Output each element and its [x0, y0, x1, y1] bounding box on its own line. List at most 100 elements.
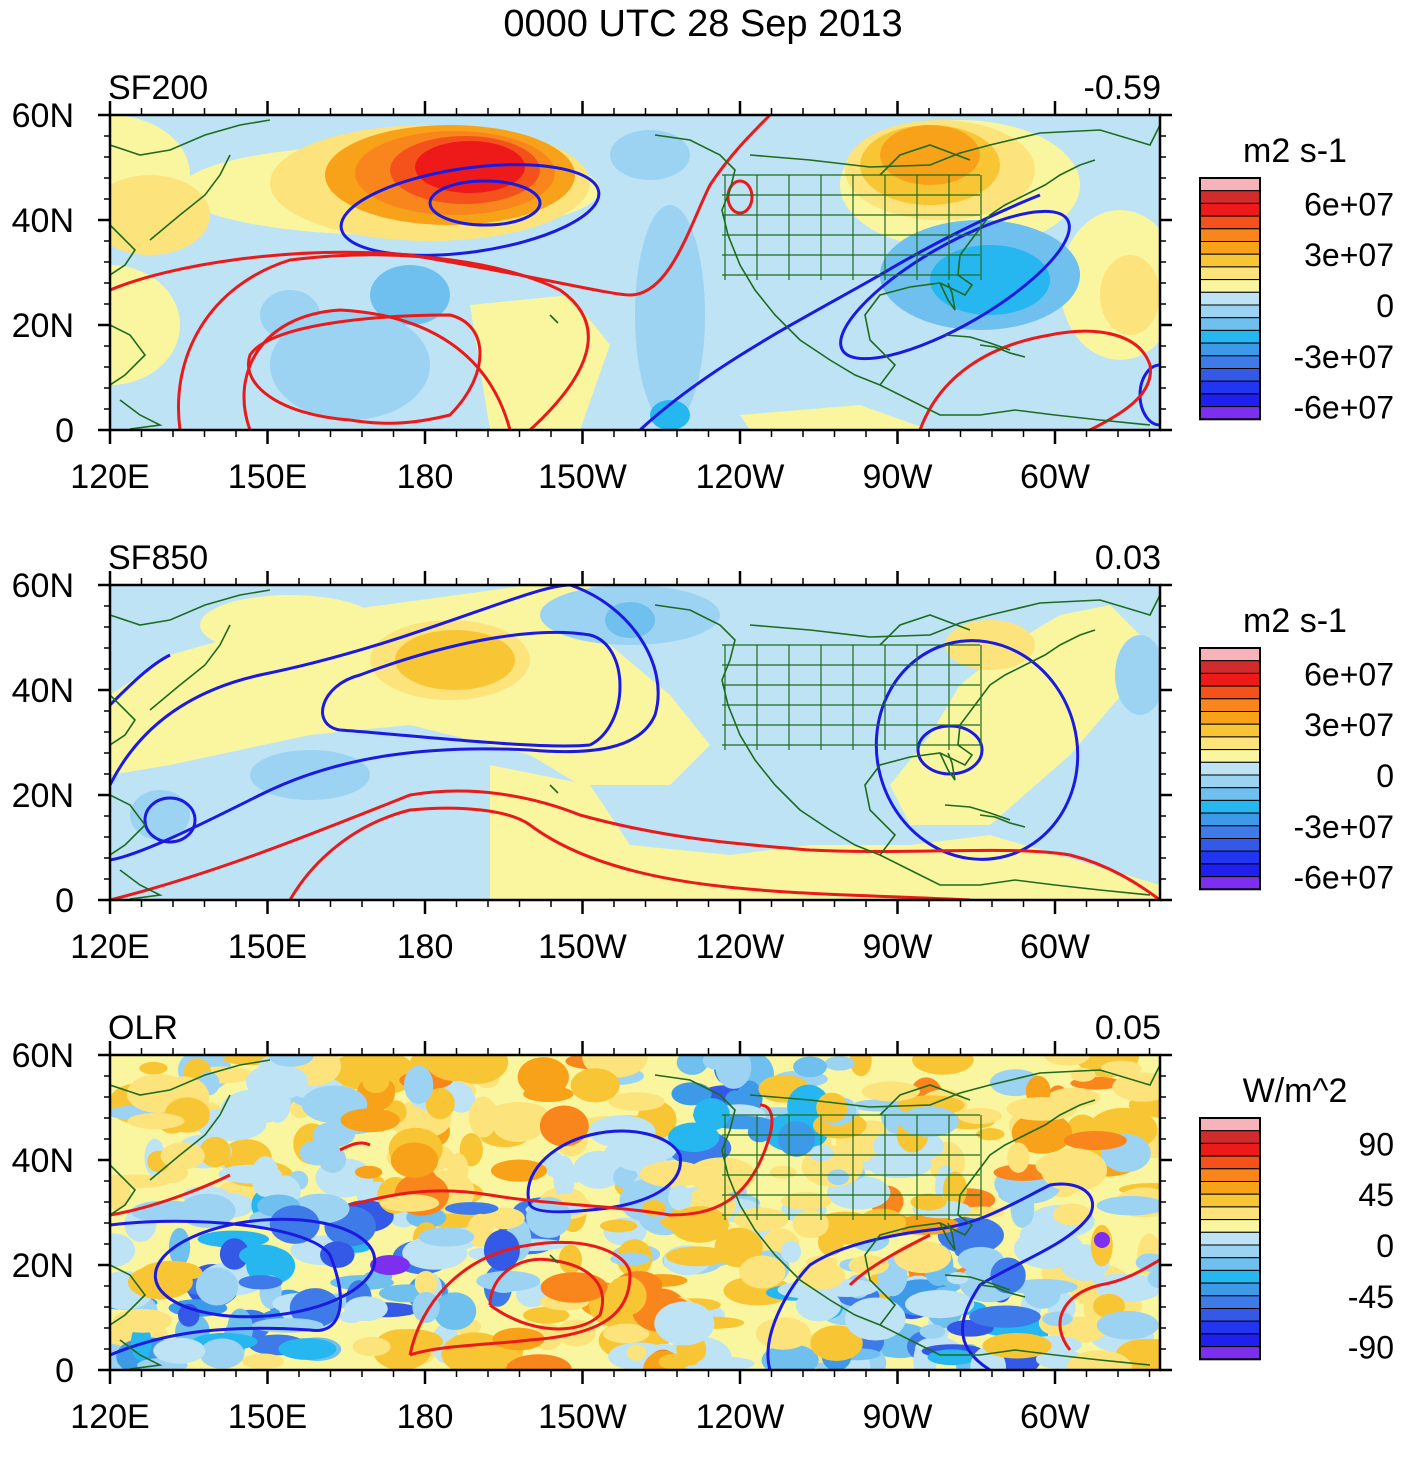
colorbar-swatch: [1199, 202, 1261, 217]
field-cell: [1040, 1148, 1108, 1192]
colorbar-swatch: [1199, 660, 1261, 674]
field-cell: [390, 1142, 439, 1178]
field-cell: [769, 1165, 797, 1179]
field-cell: [219, 1238, 250, 1270]
panel-sf200: SF200 -0.59 120E 150E 180 150W 120W 90W 60W 60N…: [0, 60, 1406, 530]
colorbar-swatch: [1199, 1320, 1261, 1335]
colorbar-swatch: [1199, 291, 1261, 306]
field-cell: [130, 1200, 203, 1223]
colorbar-swatch: [1199, 1117, 1261, 1132]
panel-variable-label: OLR: [108, 1009, 178, 1047]
colorbar-swatch: [1199, 355, 1261, 370]
coastline: [110, 794, 147, 856]
field-cell: [654, 1301, 715, 1346]
panel-olr: OLR 0.05 120E 150E 180 150W 120W 90W 60W 60N 40N…: [0, 1000, 1406, 1470]
coastline: [149, 1094, 231, 1181]
coastline: [879, 384, 1151, 426]
coastline: [549, 314, 559, 324]
field-cell: [693, 1098, 730, 1131]
colorbar-unit: W/m^2: [1243, 1072, 1348, 1110]
colorbar-label: 6e+07: [1304, 656, 1394, 692]
y-tick-label: 60N: [12, 1037, 74, 1075]
colorbar: m2 s-1 6e+07 3e+07 0 -3e+07 -6e+07: [1199, 602, 1394, 896]
colorbar-swatch: [1199, 1231, 1261, 1246]
colorbar-swatch: [1199, 761, 1261, 776]
contour-line: [288, 806, 971, 900]
field-cell: [450, 1345, 520, 1370]
colorbar-swatch: [1199, 1130, 1261, 1144]
field-negative: [610, 130, 690, 180]
panel-sf850: SF850 0.03 120E 150E 180 150W 120W 90W 60W 60N 4…: [0, 530, 1406, 1000]
field-cell: [352, 1336, 391, 1357]
contour-line: [339, 1141, 371, 1152]
coastline: [119, 399, 163, 430]
y-tick-label: 60N: [12, 97, 74, 135]
coastline: [549, 1254, 559, 1264]
field-cell: [570, 1068, 620, 1103]
field-cell: [957, 1107, 1002, 1125]
field-cell: [604, 1141, 655, 1161]
colorbar-label: -3e+07: [1293, 339, 1394, 375]
x-tick-label: 60W: [1020, 1398, 1090, 1436]
contour-line: [526, 1129, 682, 1214]
colorbar-swatch: [1199, 317, 1261, 331]
field-negative: [635, 205, 705, 425]
field-cell: [733, 1207, 789, 1232]
x-tick-label: 180: [397, 458, 454, 496]
colorbar-label: -6e+07: [1293, 390, 1394, 426]
coastline: [944, 334, 1011, 351]
colorbar-swatch: [1199, 1168, 1261, 1183]
colorbar-swatch: [1199, 749, 1261, 763]
coastline: [149, 154, 231, 241]
coastline: [119, 869, 163, 900]
field-negative: [1115, 635, 1160, 715]
contour-line: [408, 1240, 632, 1357]
coastline: [149, 624, 231, 711]
field-cell: [668, 1185, 693, 1211]
map-field: [110, 1055, 1160, 1370]
contour-line: [918, 329, 1152, 430]
field-cell: [947, 1271, 969, 1285]
colorbar-swatch: [1199, 838, 1261, 852]
colorbar-swatch: [1199, 1346, 1261, 1360]
field-positive: [945, 620, 1035, 670]
coastline: [879, 854, 1151, 896]
field-cell: [1101, 1060, 1142, 1077]
contour-line: [428, 179, 542, 227]
coastline: [944, 804, 1011, 821]
colorbar-swatch: [1199, 342, 1261, 357]
field-cell: [268, 1055, 314, 1067]
field-cell: [245, 1064, 309, 1101]
field-cell: [1066, 1350, 1133, 1370]
field-cell: [299, 1139, 337, 1166]
colorbar-swatch: [1199, 647, 1261, 662]
colorbar-label: 6e+07: [1304, 186, 1394, 222]
coastline: [654, 604, 881, 856]
coastline: [749, 594, 1160, 638]
x-tick-label: 150W: [538, 1398, 627, 1436]
colorbar-swatch: [1199, 190, 1261, 204]
field-cell: [1011, 1112, 1073, 1154]
colorbar-label: 0: [1376, 758, 1394, 794]
field-cell: [976, 1127, 1005, 1141]
coastline: [979, 814, 1026, 828]
field-cell: [665, 1246, 729, 1267]
field-cell: [910, 1193, 947, 1211]
field-cell: [1042, 1311, 1073, 1327]
field-cell: [218, 1164, 283, 1184]
field-cell: [362, 1070, 390, 1094]
field-cell: [1006, 1096, 1078, 1121]
map-field: [110, 585, 1160, 900]
field-cell: [379, 1329, 443, 1354]
panel-correlation-value: -0.59: [1083, 69, 1162, 107]
colorbar-swatch: [1199, 863, 1261, 878]
field-cell: [739, 1255, 786, 1289]
x-tick-label: 90W: [863, 458, 933, 496]
field-cell: [793, 1056, 827, 1078]
field-cell: [1010, 1189, 1035, 1229]
colorbar-swatch: [1199, 1308, 1261, 1322]
x-tick-label: 60W: [1020, 928, 1090, 966]
y-tick-label: 40N: [12, 202, 74, 240]
field-cell: [178, 1193, 236, 1228]
field-cell: [697, 1356, 755, 1370]
